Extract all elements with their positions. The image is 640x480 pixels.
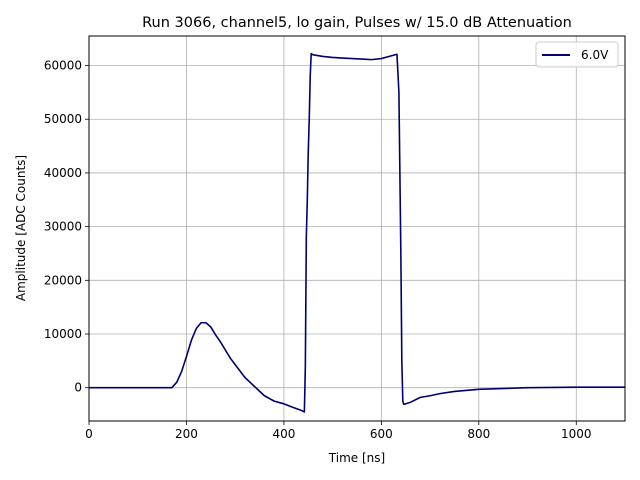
legend-box [535,41,619,68]
x-tick-label: 1000 [561,427,592,441]
chart-title: Run 3066, channel5, lo gain, Pulses w/ 1… [142,15,572,31]
grid [88,36,625,421]
y-tick-label: 60000 [44,59,82,73]
x-tick-label: 800 [467,427,490,441]
legend-label-6-0v: 6.0V [581,48,609,62]
plot-frame [88,35,626,422]
y-tick-label: 20000 [44,273,82,287]
y-tick-label: 0 [74,381,82,395]
x-tick-label: 200 [175,427,198,441]
y-axis-label: Amplitude [ADC Counts] [14,155,28,301]
x-axis-label: Time [ns] [328,451,385,465]
series-layer [89,52,625,413]
y-tick-label: 50000 [44,112,82,126]
x-ticks: 0 200 400 600 800 1000 [85,421,592,441]
legend: 6.0V [535,41,619,68]
y-tick-label: 10000 [44,327,82,341]
x-tick-label: 400 [272,427,295,441]
y-ticks: 0 10000 20000 30000 40000 50000 60000 [44,59,89,395]
x-tick-label: 600 [370,427,393,441]
y-tick-label: 40000 [44,166,82,180]
x-tick-label: 0 [85,427,93,441]
y-tick-label: 30000 [44,220,82,234]
series-line-0 [89,52,625,413]
